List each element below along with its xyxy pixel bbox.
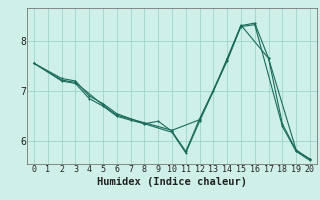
X-axis label: Humidex (Indice chaleur): Humidex (Indice chaleur) — [97, 177, 247, 187]
